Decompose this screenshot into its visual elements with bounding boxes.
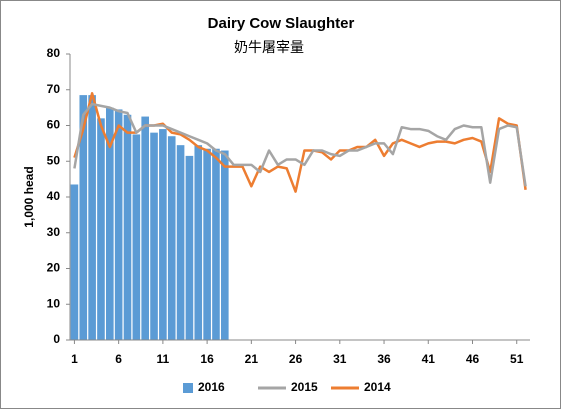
legend-swatch [183,383,193,393]
bar [221,150,229,340]
x-tick-label: 36 [377,352,391,366]
y-tick-label: 30 [47,225,61,239]
y-tick-label: 80 [47,46,61,60]
x-tick-label: 31 [333,352,347,366]
x-tick-label: 41 [422,352,436,366]
bar [212,148,220,340]
bar [88,95,96,340]
bar [114,109,123,340]
x-tick-label: 46 [466,352,480,366]
legend-label: 2014 [364,380,391,394]
x-tick-label: 6 [115,352,122,366]
line [73,102,527,187]
bar [123,114,132,341]
legend-label: 2016 [198,380,225,394]
y-axis-label: 1,000 head [22,166,36,227]
y-tick-label: 60 [47,118,61,132]
chart-title: Dairy Cow Slaughter [208,15,355,32]
y-tick-label: 10 [47,296,61,310]
bar [194,145,203,340]
y-tick-label: 20 [47,261,61,275]
y-tick-label: 50 [47,153,61,167]
bar [203,148,211,340]
x-tick-label: 26 [289,352,303,366]
y-tick-label: 0 [53,332,60,346]
bar [141,116,149,340]
bar [167,136,176,340]
bar [159,129,167,340]
chart-subtitle: 奶牛屠宰量 [234,40,304,56]
bar [106,107,114,340]
x-tick-label: 1 [71,352,78,366]
y-tick-label: 70 [47,82,61,96]
bar [176,145,185,340]
legend-label: 2015 [291,380,318,394]
x-tick-label: 21 [245,352,259,366]
y-tick-label: 40 [47,189,61,203]
bar [185,155,194,340]
bar [70,184,79,340]
bar [79,95,88,340]
bar [150,132,158,340]
bar [97,118,105,340]
bar [132,134,141,340]
x-tick-label: 11 [157,352,170,366]
x-tick-label: 16 [200,352,214,366]
x-tick-label: 51 [510,352,524,366]
